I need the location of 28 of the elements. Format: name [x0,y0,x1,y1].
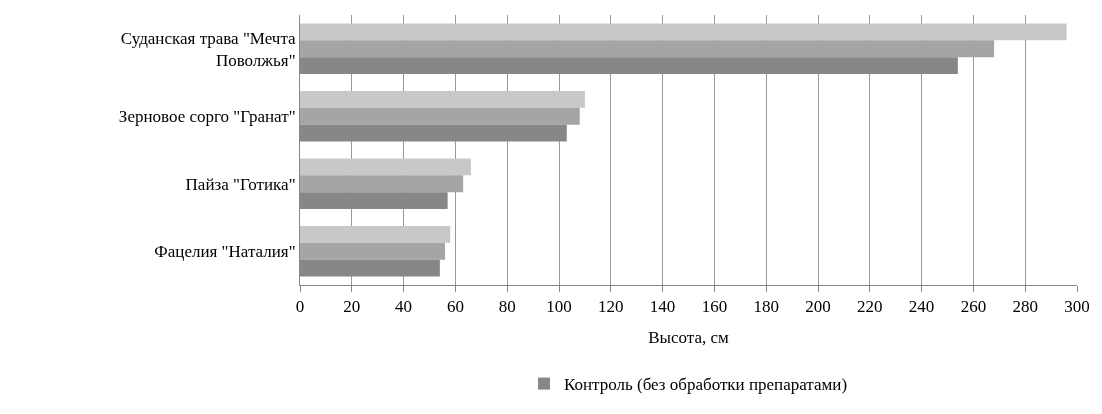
x-tick-label: 300 [1064,297,1090,317]
y-tick-label: Суданская трава "Мечта Поволжья" [120,28,297,70]
x-tick-label: 280 [1012,297,1038,317]
x-tick-label: 240 [908,297,935,317]
x-tick-label: 20 [343,297,361,317]
x-tick-label: 140 [649,297,676,317]
x-tick-label: 220 [857,297,883,317]
x-tick-label: 40 [395,297,413,317]
x-tick-label: 180 [753,297,779,317]
legend-label: Контроль (без обработки препаратами) [564,375,848,395]
bar [300,90,585,108]
x-tick-label: 120 [598,297,624,317]
bar [300,225,451,243]
y-tick-label: Фацелия "Наталия" [154,242,296,262]
bar [300,158,471,176]
x-axis-title: Высота, см [648,327,730,347]
y-tick-label: Зерновое сорго "Гранат" [118,107,296,127]
bar [300,107,580,125]
x-tick-label: 80 [498,297,516,317]
bar [300,23,1067,41]
x-tick-label: 60 [446,297,464,317]
x-tick-label: 100 [546,297,572,317]
x-tick-label: 260 [960,297,987,317]
x-tick-label: 160 [701,297,728,317]
bar [300,242,446,260]
x-tick-label: 200 [805,297,831,317]
y-tick-label: Пайза "Готика" [185,174,296,194]
x-tick-label: 0 [295,297,305,317]
